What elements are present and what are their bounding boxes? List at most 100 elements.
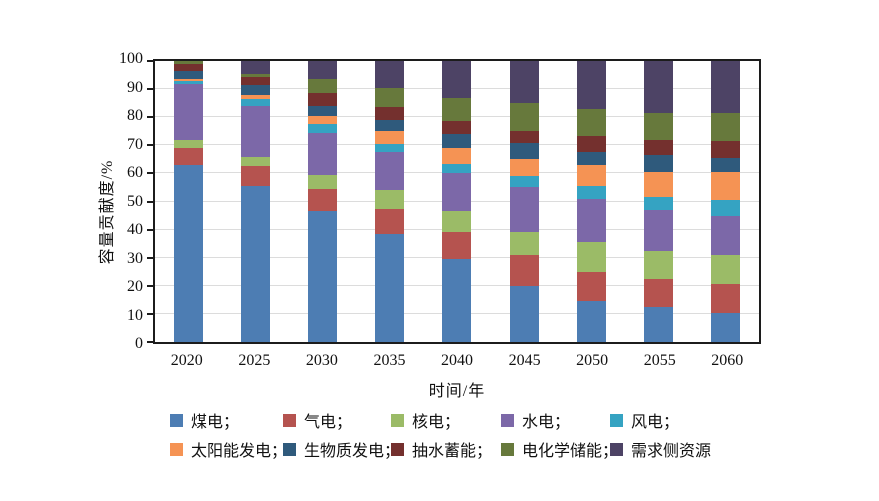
legend-swatch-biomass-icon bbox=[283, 442, 296, 456]
bar-segment-solar bbox=[375, 131, 405, 144]
y-tick-mark bbox=[147, 256, 153, 259]
y-tick-label: 50 bbox=[127, 192, 143, 210]
legend-item-nuclear: 核电； bbox=[391, 408, 501, 432]
bar-segment-solar bbox=[643, 172, 673, 198]
bar-slot-2060 bbox=[692, 61, 759, 342]
bar-segment-biomass bbox=[576, 152, 606, 166]
bar-segment-biomass bbox=[308, 106, 338, 116]
bar-segment-electrochemical-storage bbox=[509, 103, 539, 132]
y-tick-mark bbox=[147, 228, 153, 231]
stacked-bar-2055 bbox=[643, 61, 673, 342]
legend-item-wind: 风电； bbox=[610, 408, 770, 432]
x-tick-label: 2055 bbox=[643, 352, 676, 369]
bar-segment-nuclear bbox=[576, 242, 606, 272]
bar-segment-wind bbox=[576, 186, 606, 199]
bar-segment-biomass bbox=[442, 134, 472, 149]
bar-segment-solar bbox=[442, 148, 472, 164]
bar-segment-hydro bbox=[241, 105, 271, 157]
bar-segment-gas bbox=[643, 278, 673, 307]
bar-segment-nuclear bbox=[375, 190, 405, 209]
y-tick-label: 40 bbox=[127, 221, 143, 238]
bar-segment-nuclear bbox=[710, 254, 740, 285]
bar-slot-2035 bbox=[356, 61, 423, 342]
y-tick-label: 100 bbox=[119, 50, 143, 67]
bar-segment-solar bbox=[241, 94, 271, 99]
bar-segment-biomass bbox=[710, 157, 740, 173]
legend-label-demand-side: 需求侧资源 bbox=[631, 443, 712, 460]
y-tick-mark bbox=[147, 144, 153, 147]
bar-segment-wind bbox=[241, 98, 271, 106]
bar-segment-nuclear bbox=[308, 174, 338, 189]
bar-segment-solar bbox=[710, 172, 740, 201]
bar-segment-electrochemical-storage bbox=[308, 79, 338, 94]
bar-segment-pumped-storage bbox=[442, 121, 472, 135]
bar-segment-demand-side bbox=[710, 61, 740, 114]
bar-segment-coal bbox=[509, 285, 539, 342]
x-tick-label: 2030 bbox=[305, 352, 338, 369]
bar-segment-gas bbox=[375, 208, 405, 234]
x-tick-label: 2035 bbox=[373, 352, 406, 369]
legend-label-hydro: 水电； bbox=[522, 414, 571, 431]
bar-segment-biomass bbox=[375, 120, 405, 132]
bar-segment-gas bbox=[174, 148, 204, 165]
legend-label-coal: 煤电； bbox=[191, 414, 240, 431]
legend-row-2: 太阳能发电； 生物质发电； 抽水蓄能； 电化学储能； 需求侧资源 bbox=[170, 437, 770, 460]
y-tick-label: 70 bbox=[127, 135, 143, 153]
bar-segment-solar bbox=[576, 165, 606, 187]
bar-segment-coal bbox=[442, 259, 472, 342]
y-tick-mark bbox=[147, 341, 153, 343]
bar-segment-coal bbox=[174, 164, 204, 342]
legend-swatch-electrochemical-storage-icon bbox=[501, 442, 514, 456]
legend-row-1: 煤电； 气电； 核电； 水电； 风电； bbox=[170, 408, 770, 431]
y-tick-label: 80 bbox=[127, 107, 143, 124]
stacked-bar-2025 bbox=[241, 61, 271, 342]
bar-segment-gas bbox=[576, 271, 606, 302]
bar-segment-wind bbox=[308, 124, 338, 133]
legend-item-electrochemical-storage: 电化学储能； bbox=[501, 437, 618, 461]
legend-swatch-solar-icon bbox=[170, 442, 183, 456]
legend-swatch-gas-icon bbox=[283, 413, 296, 427]
bar-segment-hydro bbox=[375, 152, 405, 191]
y-tick-mark bbox=[147, 88, 153, 91]
bar-segment-pumped-storage bbox=[375, 107, 405, 121]
bar-segment-pumped-storage bbox=[710, 141, 740, 158]
x-tick-label: 2020 bbox=[170, 352, 203, 369]
bar-segment-hydro bbox=[442, 173, 472, 212]
stacked-bar-2035 bbox=[375, 61, 405, 342]
bar-segment-demand-side bbox=[643, 61, 673, 114]
y-tick-mark bbox=[147, 284, 153, 287]
x-axis-tick-labels: 2020 2025 2030 2035 2040 2045 2050 2055 2060 bbox=[153, 352, 761, 370]
legend-label-pumped-storage: 抽水蓄能； bbox=[412, 443, 493, 460]
bar-segment-coal bbox=[375, 233, 405, 342]
bar-slot-2030 bbox=[289, 61, 356, 342]
y-tick-mark bbox=[147, 172, 153, 175]
bar-segment-hydro bbox=[308, 132, 338, 175]
legend: 煤电； 气电； 核电； 水电； 风电； 太阳能发电； 生物质发电； 抽水蓄能； 电化学储能； 需求… bbox=[170, 408, 770, 466]
y-tick-label: 60 bbox=[127, 164, 143, 181]
bar-segment-demand-side bbox=[308, 61, 338, 80]
legend-swatch-pumped-storage-icon bbox=[391, 442, 404, 456]
bar-segment-pumped-storage bbox=[174, 63, 204, 71]
bar-segment-gas bbox=[241, 166, 271, 187]
bar-segment-nuclear bbox=[442, 211, 472, 233]
bar-segment-biomass bbox=[509, 142, 539, 160]
x-tick-label: 2040 bbox=[441, 352, 474, 369]
legend-label-wind: 风电； bbox=[631, 414, 680, 431]
bar-segment-demand-side bbox=[576, 61, 606, 109]
legend-swatch-wind-icon bbox=[610, 413, 623, 427]
bar-segment-coal bbox=[576, 301, 606, 342]
legend-item-gas: 气电； bbox=[283, 408, 391, 432]
bar-segment-gas bbox=[308, 188, 338, 212]
y-tick-label: 30 bbox=[127, 249, 143, 267]
legend-item-coal: 煤电； bbox=[170, 408, 283, 432]
bar-segment-coal bbox=[643, 306, 673, 342]
legend-label-solar: 太阳能发电； bbox=[191, 443, 288, 460]
y-tick-mark bbox=[147, 116, 153, 119]
bar-segment-nuclear bbox=[509, 232, 539, 255]
y-tick-label: 0 bbox=[135, 335, 143, 352]
bar-segment-solar bbox=[308, 115, 338, 125]
bar-segment-nuclear bbox=[174, 139, 204, 149]
bar-segment-electrochemical-storage bbox=[241, 73, 271, 77]
bar-segment-wind bbox=[509, 176, 539, 188]
bar-segment-wind bbox=[710, 200, 740, 216]
